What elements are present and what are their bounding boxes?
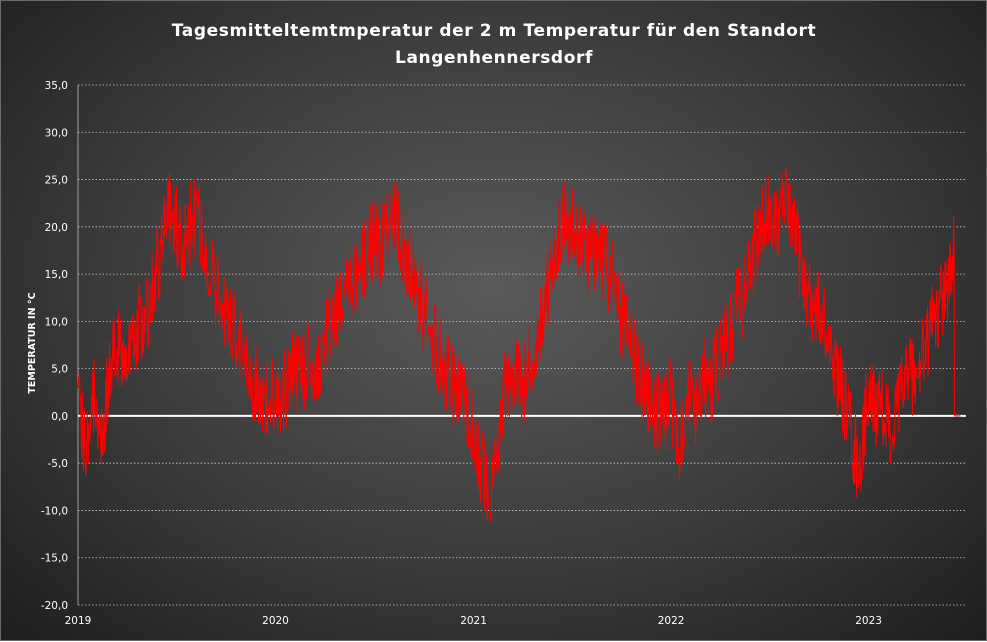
y-tick-label: 0,0 xyxy=(51,411,68,423)
y-tick-label: 10,0 xyxy=(45,316,68,328)
y-axis-ticks: -20,0 -15,0 -10,0 -5,0 0,0 5,0 10,0 15,0 20,0 25,… xyxy=(41,80,68,612)
x-axis-ticks: 2019 2020 2021 2022 2023 xyxy=(65,615,882,627)
x-tick-label: 2023 xyxy=(855,615,882,627)
y-tick-label: 20,0 xyxy=(45,222,68,234)
temperature-series-line xyxy=(77,166,961,523)
x-tick-label: 2020 xyxy=(262,615,289,627)
y-axis-label: TEMPERATUR IN °C xyxy=(27,292,38,393)
chart-title-line-2: Langenhennersdorf xyxy=(395,48,593,68)
y-tick-label: 35,0 xyxy=(45,80,68,92)
x-tick-label: 2019 xyxy=(65,615,92,627)
y-tick-label: -20,0 xyxy=(41,600,68,612)
y-tick-label: 25,0 xyxy=(45,175,68,187)
y-tick-label: 30,0 xyxy=(45,127,68,139)
chart-title-line-1: Tagesmitteltemtmperatur der 2 m Temperat… xyxy=(172,21,816,41)
y-tick-label: 5,0 xyxy=(51,364,68,376)
y-tick-label: 15,0 xyxy=(45,269,68,281)
y-tick-label: -5,0 xyxy=(48,458,69,470)
x-tick-label: 2022 xyxy=(658,615,685,627)
series-group xyxy=(77,166,961,523)
x-tick-label: 2021 xyxy=(460,615,487,627)
gridlines xyxy=(77,84,966,606)
y-tick-label: -10,0 xyxy=(41,505,68,517)
y-tick-label: -15,0 xyxy=(41,553,68,565)
